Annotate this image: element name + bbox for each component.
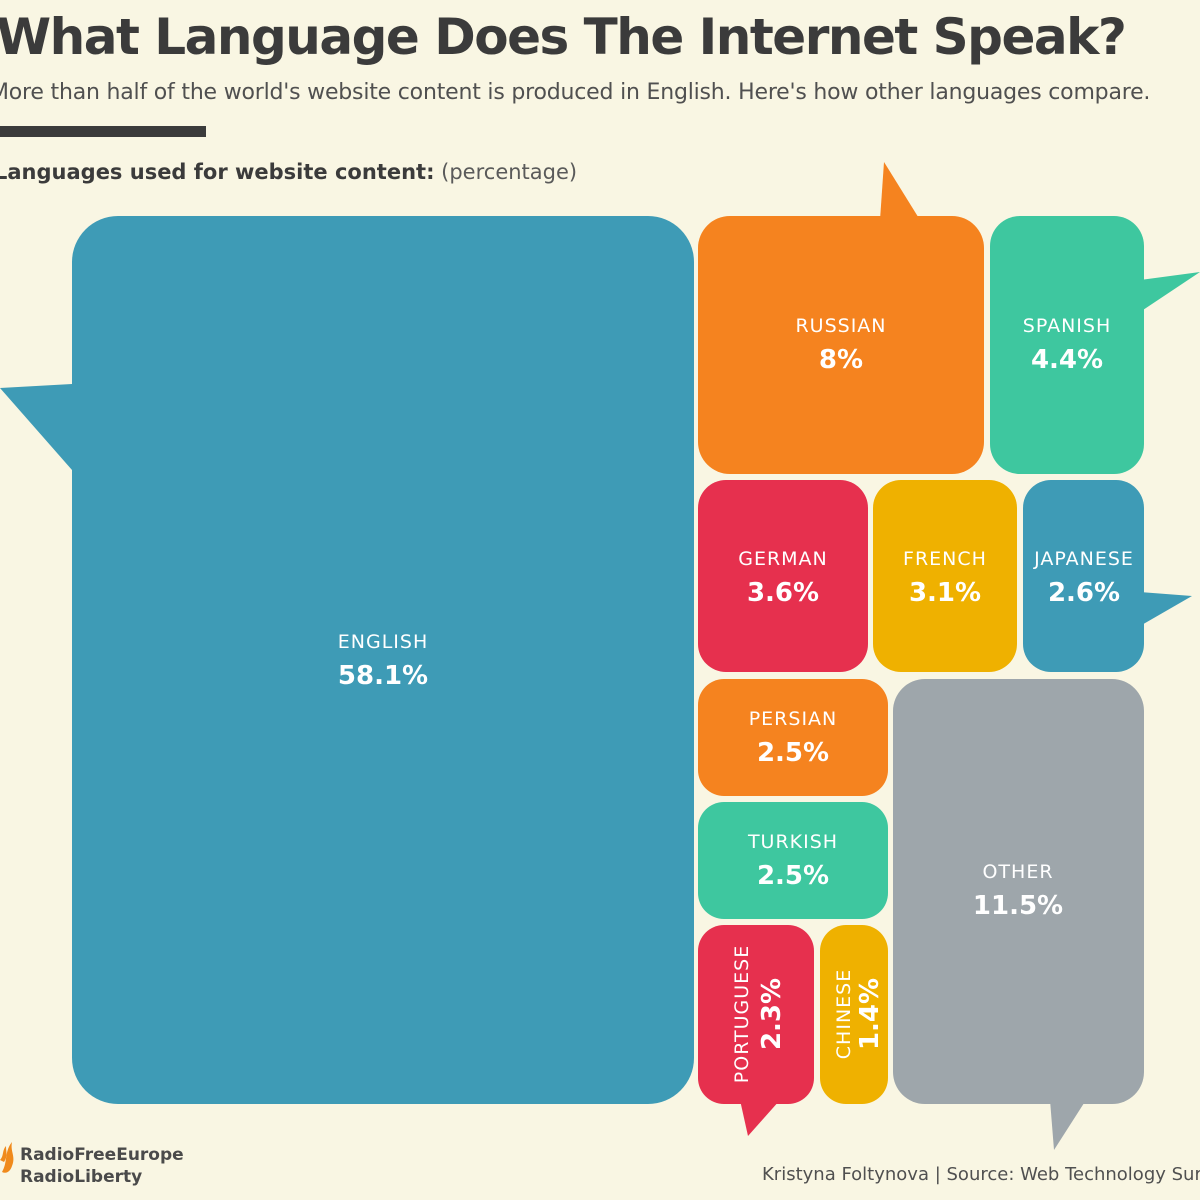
- tile-value-russian: 8%: [819, 345, 863, 375]
- brand-line-2: RadioLiberty: [20, 1167, 143, 1187]
- tile-german: GERMAN 3.6%: [698, 480, 868, 672]
- brand-line-1: RadioFreeEurope: [20, 1145, 184, 1165]
- tile-value-persian: 2.5%: [757, 738, 829, 768]
- tile-label-spanish: SPANISH: [1023, 315, 1111, 337]
- tile-value-chinese: 1.4%: [855, 978, 885, 1050]
- tile-label-turkish: TURKISH: [747, 831, 838, 853]
- tile-turkish: TURKISH 2.5%: [698, 802, 888, 919]
- tile-label-chinese: CHINESE: [833, 969, 855, 1059]
- tile-box-other: [893, 679, 1144, 1104]
- speech-pointer-other: [1050, 1100, 1086, 1150]
- tile-persian: PERSIAN 2.5%: [698, 679, 888, 796]
- tile-value-english: 58.1%: [338, 661, 428, 691]
- chart-label-text: Languages used for website content:: [0, 160, 435, 184]
- tile-label-persian: PERSIAN: [749, 708, 838, 730]
- speech-pointer-spanish: [1140, 272, 1200, 312]
- tile-label-german: GERMAN: [738, 548, 828, 570]
- tile-spanish: SPANISH 4.4%: [990, 216, 1200, 474]
- tile-value-spanish: 4.4%: [1031, 345, 1103, 375]
- chart-unit: (percentage): [441, 160, 578, 184]
- page-subtitle: More than half of the world's website co…: [0, 80, 1151, 105]
- tile-chinese: CHINESE 1.4%: [820, 925, 888, 1104]
- tile-portuguese: PORTUGUESE 2.3%: [698, 925, 814, 1136]
- tile-box-spanish: [990, 216, 1144, 474]
- tile-box-chinese: [820, 925, 888, 1104]
- tile-label-russian: RUSSIAN: [795, 315, 886, 337]
- speech-pointer-english: [0, 384, 72, 470]
- tile-box-turkish: [698, 802, 888, 919]
- tile-label-french: FRENCH: [903, 548, 987, 570]
- tile-box-french: [873, 480, 1017, 672]
- tile-box-japanese: [1023, 480, 1144, 672]
- tile-russian: RUSSIAN 8%: [698, 162, 984, 474]
- tile-value-german: 3.6%: [747, 578, 819, 608]
- tile-value-other: 11.5%: [973, 891, 1063, 921]
- tile-english: ENGLISH 58.1%: [0, 216, 694, 1104]
- chart-label: Languages used for website content: (per…: [0, 160, 577, 184]
- tile-label-portuguese: PORTUGUESE: [731, 945, 753, 1083]
- title-underline: [0, 126, 206, 137]
- tile-box-russian: [698, 216, 984, 474]
- speech-pointer-portuguese: [740, 1100, 780, 1136]
- tile-value-japanese: 2.6%: [1048, 578, 1120, 608]
- tile-value-french: 3.1%: [909, 578, 981, 608]
- tile-japanese: JAPANESE 2.6%: [1023, 480, 1192, 672]
- tile-french: FRENCH 3.1%: [873, 480, 1017, 672]
- brand-logo-text: RadioFreeEurope RadioLiberty: [20, 1144, 184, 1188]
- speech-pointer-russian: [880, 162, 920, 220]
- tile-label-english: ENGLISH: [338, 631, 428, 653]
- tile-label-japanese: JAPANESE: [1033, 548, 1134, 570]
- tile-other: OTHER 11.5%: [893, 679, 1144, 1150]
- tile-value-turkish: 2.5%: [757, 861, 829, 891]
- tile-box-german: [698, 480, 868, 672]
- tile-value-portuguese: 2.3%: [757, 978, 787, 1050]
- speech-pointer-japanese: [1140, 592, 1192, 626]
- page-title: What Language Does The Internet Speak?: [0, 8, 1127, 66]
- tile-box-persian: [698, 679, 888, 796]
- tile-box-english: [72, 216, 694, 1104]
- tile-box-portuguese: [698, 925, 814, 1104]
- footer-credit: Kristyna Foltynova | Source: Web Technol…: [762, 1164, 1200, 1185]
- flame-icon: [0, 1142, 14, 1173]
- tile-label-other: OTHER: [982, 861, 1053, 883]
